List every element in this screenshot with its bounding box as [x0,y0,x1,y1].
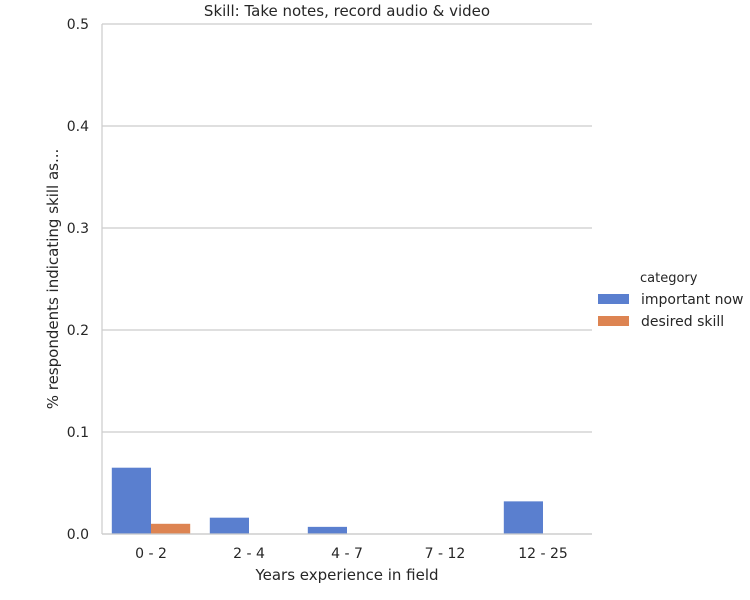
bar-desired-skill [151,523,191,534]
y-tick-label: 0.3 [67,221,89,237]
gridlines [102,23,592,535]
bars [111,467,543,534]
legend-label-important-now: important now [641,292,744,308]
y-axis-label: % respondents indicating skill as... [44,149,62,410]
x-axis-label: Years experience in field [254,566,438,584]
x-tick-label: 4 - 7 [331,546,363,562]
chart-title: Skill: Take notes, record audio & video [204,2,490,20]
y-tick-label: 0.2 [67,323,89,339]
legend-swatch-desired-skill [598,316,629,326]
legend: category important now desired skill [598,271,744,330]
x-tick-label: 2 - 4 [233,546,265,562]
legend-swatch-important-now [598,294,629,304]
bar-important-now [307,526,347,534]
y-tick-label: 0.5 [67,17,89,33]
bar-important-now [209,517,249,534]
x-tick-label: 12 - 25 [518,546,568,562]
bar-important-now [503,501,543,534]
legend-title: category [640,271,698,286]
bar-important-now [111,467,151,534]
x-tick-label: 7 - 12 [425,546,466,562]
legend-label-desired-skill: desired skill [641,314,724,330]
y-tick-label: 0.4 [67,119,89,135]
x-tick-label: 0 - 2 [135,546,167,562]
axes: 0.0 0.1 0.2 0.3 0.4 0.5 0 - 2 2 - 4 4 - 7 7 - 12 1… [67,17,592,562]
y-tick-label: 0.1 [67,425,89,441]
y-tick-label: 0.0 [67,527,89,543]
